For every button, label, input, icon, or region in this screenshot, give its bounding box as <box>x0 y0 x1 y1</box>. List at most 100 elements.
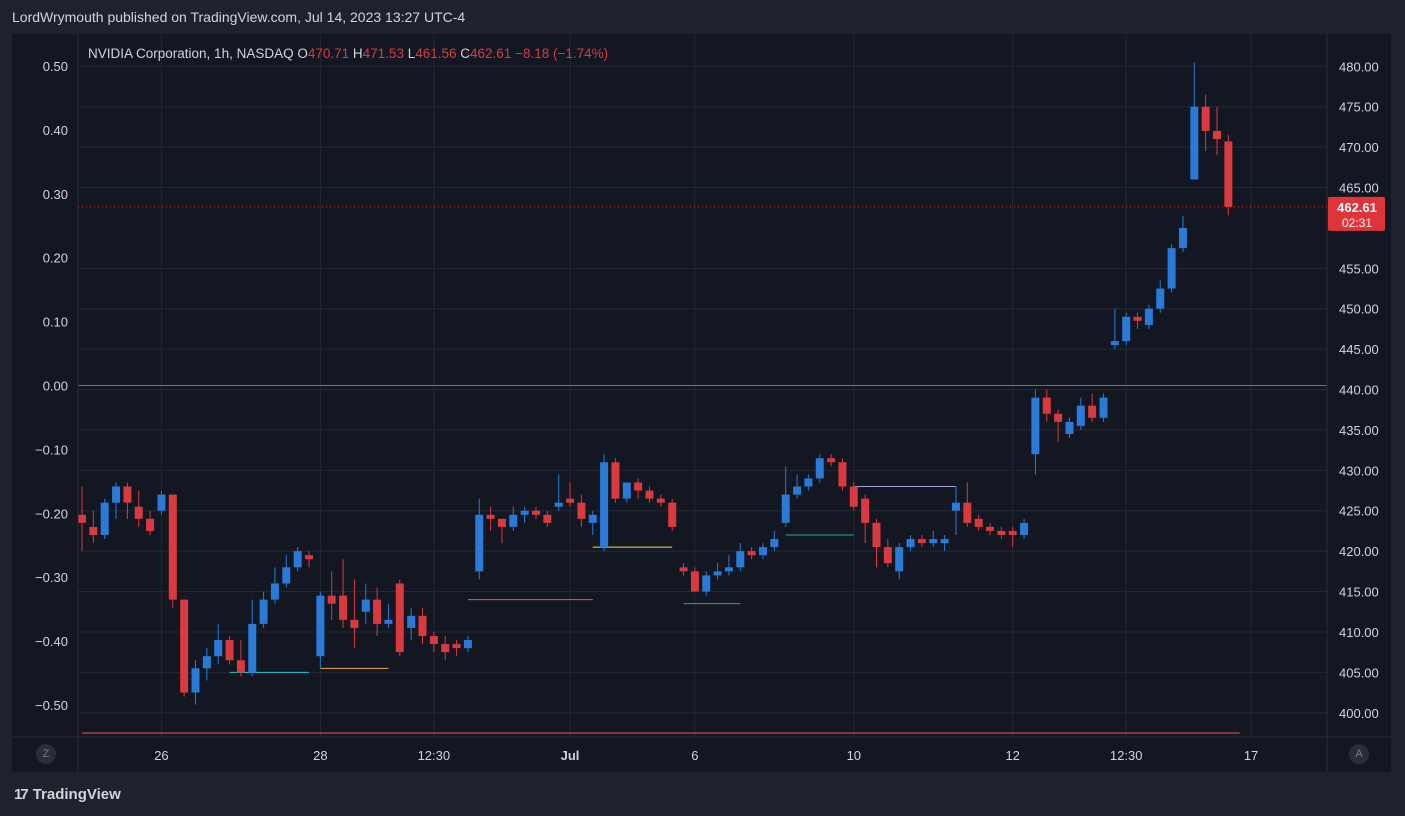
chart-background <box>12 34 1391 772</box>
candle <box>282 555 291 588</box>
candle <box>259 591 268 628</box>
footer-brand[interactable]: 17 TradingView <box>14 786 121 803</box>
auto-scale-right-button[interactable]: A <box>1349 744 1369 764</box>
legend-part: H <box>353 46 363 61</box>
publish-info: LordWrymouth published on TradingView.co… <box>12 9 466 25</box>
brand-name: TradingView <box>32 786 121 803</box>
candle <box>339 559 348 628</box>
candle <box>475 498 484 580</box>
candle <box>191 660 200 705</box>
candle <box>770 530 779 552</box>
tradingview-logo-icon: 17 <box>14 786 29 803</box>
candle-body <box>1201 106 1210 131</box>
candle-body <box>270 583 279 600</box>
candle <box>861 494 870 544</box>
candle <box>668 498 677 531</box>
chart-panel[interactable]: 480.00 475.00 470.00 465.00 455.00 450.00 445.… <box>12 34 1391 772</box>
candle <box>577 494 586 527</box>
candle-body <box>656 498 665 503</box>
candle <box>872 518 881 568</box>
time-tick-label: 17 <box>1244 748 1258 763</box>
candle-body <box>463 640 472 649</box>
candle-body <box>781 494 790 523</box>
legend-part: 471.53 <box>363 46 408 61</box>
candle-body <box>747 551 756 556</box>
candle <box>202 648 211 681</box>
legend-part: 461.56 <box>415 46 460 61</box>
candle-body <box>997 530 1006 535</box>
candle-body <box>679 567 688 572</box>
candle-body <box>236 660 245 673</box>
candle-body <box>1042 397 1051 414</box>
legend-part: 470.71 <box>308 46 353 61</box>
candle-body <box>1008 530 1017 535</box>
price-tick-label: 435.00 <box>1339 423 1379 438</box>
candle-body <box>486 514 495 519</box>
candle <box>497 518 506 544</box>
candle <box>441 635 450 661</box>
badge-countdown: 02:31 <box>1342 216 1372 230</box>
candle-body <box>986 526 994 531</box>
candle <box>520 506 529 523</box>
candle-body <box>225 640 234 661</box>
candle-body <box>316 595 325 657</box>
candle-body <box>690 571 699 592</box>
candle <box>1042 389 1051 422</box>
legend-part: 462.61 <box>470 46 515 61</box>
candle-body <box>645 490 654 499</box>
candle-body <box>418 615 427 636</box>
time-tick-label: 12:30 <box>1110 748 1143 763</box>
candle <box>588 510 597 535</box>
candle <box>600 454 609 552</box>
candle-body <box>827 458 836 463</box>
candle-body <box>895 547 904 572</box>
candle-body <box>509 514 518 527</box>
price-tick-label: 430.00 <box>1339 463 1379 478</box>
candle-body <box>713 571 722 576</box>
candle <box>963 482 972 527</box>
candle <box>849 482 858 511</box>
candle-body <box>611 462 620 499</box>
candle <box>486 506 495 531</box>
candle <box>1099 393 1108 422</box>
candle-body <box>951 502 960 511</box>
candle-body <box>940 539 949 544</box>
candle <box>997 526 1006 540</box>
candle <box>906 534 915 552</box>
candle <box>327 571 336 620</box>
candle-body <box>214 640 223 657</box>
price-tick-label: 410.00 <box>1339 625 1379 640</box>
candle <box>1144 304 1153 329</box>
candle-body <box>282 567 291 584</box>
candle-body <box>532 510 540 515</box>
candle <box>1178 215 1187 253</box>
candle-body <box>1031 397 1040 455</box>
candle <box>316 591 325 669</box>
candle <box>1213 106 1221 156</box>
price-tick-label: 440.00 <box>1339 383 1379 398</box>
legend-part: L <box>408 46 416 61</box>
price-tick-label: 450.00 <box>1339 302 1379 317</box>
candle-body <box>373 599 382 624</box>
candlestick-chart[interactable]: 480.00 475.00 470.00 465.00 455.00 450.00 445.… <box>12 34 1391 772</box>
candle-body <box>917 539 926 544</box>
candle <box>270 567 279 604</box>
auto-scale-left-button[interactable]: Z <box>36 744 56 764</box>
candle <box>974 514 983 531</box>
candle-body <box>452 644 461 649</box>
candle-body <box>1122 316 1131 342</box>
indicator-tick-label: 0.10 <box>43 315 68 330</box>
axes: 480.00 475.00 470.00 465.00 455.00 450.00 445.… <box>12 34 1391 772</box>
time-tick-label: 12 <box>1005 748 1019 763</box>
candle-body <box>838 462 847 487</box>
candle <box>690 567 699 592</box>
candle-body <box>1224 141 1233 207</box>
price-tick-label: 445.00 <box>1339 342 1379 357</box>
candle <box>1167 244 1176 293</box>
candle-body <box>475 514 484 572</box>
candle-body <box>202 656 211 669</box>
time-tick-label: 26 <box>154 748 168 763</box>
candle-body <box>634 482 643 491</box>
candle-body <box>1088 405 1097 418</box>
candle-body <box>724 567 733 572</box>
